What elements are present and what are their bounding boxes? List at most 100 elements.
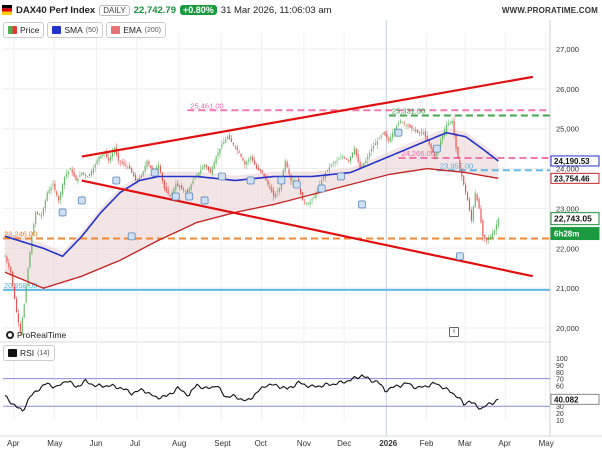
- candle-body: [424, 131, 426, 137]
- rsi-tag-label: 40.082: [554, 395, 579, 404]
- candle-body: [92, 168, 94, 173]
- candle-body: [223, 141, 225, 145]
- candle-body: [182, 189, 185, 190]
- candle-body: [81, 172, 83, 176]
- last-price: 22,742.79: [133, 4, 176, 16]
- candle-body: [219, 148, 221, 154]
- chart-header: DAX40 Perf Index DAILY 22,742.79 +0.80% …: [2, 3, 332, 17]
- candle-body: [77, 177, 79, 183]
- candle-body: [127, 167, 129, 169]
- candle-body: [179, 185, 181, 188]
- candle-body: [186, 190, 188, 193]
- candle-body: [382, 132, 384, 134]
- candle-body: [148, 161, 150, 165]
- event-marker-icon: [317, 184, 326, 193]
- candle-body: [466, 192, 469, 201]
- timeframe-badge[interactable]: DAILY: [99, 4, 130, 16]
- candle-body: [56, 191, 58, 196]
- candle-body: [85, 174, 87, 176]
- candle-body: [338, 159, 340, 161]
- info-icon[interactable]: i: [449, 327, 459, 337]
- candle-body: [491, 233, 494, 238]
- candle-body: [374, 143, 377, 146]
- instrument-title[interactable]: DAX40 Perf Index: [16, 4, 96, 16]
- candle-body: [449, 122, 451, 123]
- candle-body: [472, 206, 474, 222]
- candle-body: [369, 152, 371, 158]
- legend-rsi-label: RSI: [20, 348, 35, 358]
- candle-body: [169, 195, 171, 197]
- candle-body: [230, 138, 233, 142]
- candle-body: [67, 171, 69, 174]
- candle-body: [351, 152, 353, 158]
- candle-body: [290, 174, 292, 181]
- candle-body: [121, 161, 123, 164]
- level-label: 25,461.00: [190, 101, 223, 110]
- candle-body: [8, 263, 10, 267]
- candle-body: [359, 161, 361, 169]
- candle-body: [486, 237, 488, 241]
- candle-body: [163, 180, 165, 189]
- legend-rsi[interactable]: RSI (14): [3, 345, 55, 361]
- rsi-swatch-icon: [8, 349, 17, 357]
- event-marker-icon: [336, 172, 345, 181]
- candle-body: [386, 134, 388, 138]
- candle-body: [445, 124, 448, 132]
- legend-price[interactable]: Price: [3, 22, 45, 38]
- price-tag-label: 24,190.53: [554, 157, 590, 166]
- change-badge: +0.80%: [180, 5, 217, 15]
- event-marker-icon: [185, 192, 194, 201]
- candle-body: [150, 165, 152, 169]
- price-tick-label: 22,000: [556, 244, 579, 253]
- candle-body: [380, 135, 382, 137]
- candle-body: [284, 160, 286, 172]
- candle-body: [90, 171, 92, 176]
- candle-body: [192, 180, 194, 184]
- candle-body: [119, 160, 121, 162]
- candle-body: [33, 224, 35, 235]
- time-tick-label: Apr: [7, 439, 20, 448]
- candle-body: [10, 267, 12, 273]
- trend-line: [81, 75, 533, 158]
- legend-ema[interactable]: EMA (200): [106, 22, 167, 38]
- candle-body: [428, 139, 430, 145]
- candle-body: [493, 230, 496, 234]
- candle-body: [167, 189, 169, 194]
- candle-body: [417, 129, 419, 133]
- candle-body: [209, 169, 211, 173]
- event-marker-icon: [394, 128, 403, 137]
- candle-body: [344, 157, 346, 159]
- candle-body: [44, 200, 46, 209]
- time-tick-label: Jun: [90, 439, 103, 448]
- price-tick-label: 24,000: [556, 165, 579, 174]
- ema-200-line: [4, 167, 499, 289]
- candle-body: [409, 124, 411, 128]
- event-marker-icon: [358, 200, 366, 209]
- candle-body: [205, 165, 208, 168]
- rsi-tick-label: 80: [556, 370, 564, 377]
- time-tick-label: Apr: [498, 439, 511, 448]
- level-label: 25,331.00: [392, 106, 425, 115]
- legend-sma[interactable]: SMA (50): [47, 22, 104, 38]
- candle-body: [288, 169, 290, 174]
- candle-body: [251, 157, 254, 161]
- event-marker-icon: [58, 208, 67, 217]
- candle-body: [194, 177, 196, 180]
- candle-body: [378, 137, 380, 139]
- candle-body: [61, 184, 64, 195]
- candle-body: [58, 196, 60, 201]
- rsi-tick-label: 30: [556, 404, 564, 411]
- price-tag-box: [550, 155, 600, 167]
- candle-body: [323, 176, 325, 180]
- candle-body: [117, 152, 119, 161]
- candle-body: [86, 176, 89, 178]
- candle-body: [271, 187, 273, 193]
- candle-body: [48, 189, 50, 194]
- candle-body: [355, 148, 357, 156]
- candle-body: [29, 252, 31, 268]
- candle-body: [184, 191, 187, 192]
- time-tick-label: Jul: [130, 439, 140, 448]
- event-marker-icon: [292, 180, 301, 189]
- candle-body: [346, 158, 348, 160]
